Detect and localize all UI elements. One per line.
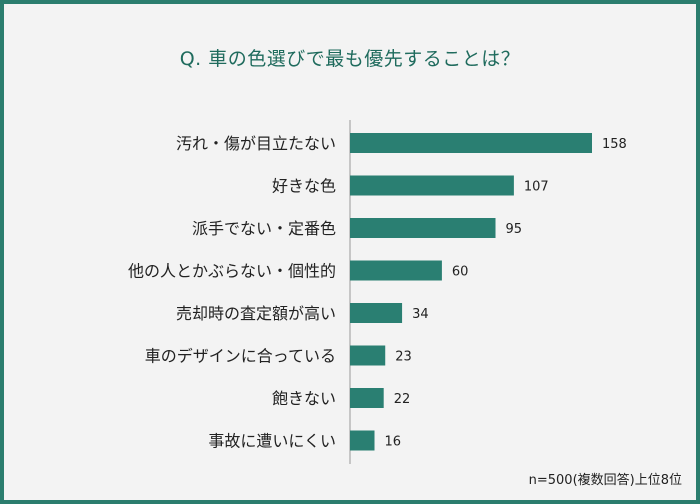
bar — [350, 430, 375, 451]
category-label: 飽きない — [272, 389, 336, 408]
value-label: 34 — [412, 307, 429, 322]
value-label: 158 — [602, 137, 627, 152]
bar — [350, 218, 496, 238]
chart-title: Q. 車の色選びで最も優先することは？ — [179, 48, 521, 70]
category-label: 他の人とかぶらない・個性的 — [128, 262, 336, 281]
bar — [350, 388, 384, 408]
category-label: 好きな色 — [272, 177, 336, 196]
bar — [350, 133, 592, 153]
bar — [350, 175, 514, 196]
bar — [350, 303, 403, 323]
value-label: 23 — [395, 350, 412, 365]
category-label: 汚れ・傷が目立たない — [176, 134, 336, 153]
category-label: 車のデザインに合っている — [145, 347, 336, 366]
bar — [350, 345, 386, 366]
bar — [350, 260, 442, 281]
value-label: 16 — [385, 435, 402, 450]
category-label: 事故に遭いにくい — [208, 432, 336, 451]
value-label: 22 — [394, 392, 411, 407]
category-label: 売却時の査定額が高い — [176, 304, 336, 323]
value-label: 95 — [506, 222, 523, 237]
value-label: 107 — [524, 180, 549, 195]
value-label: 60 — [452, 265, 469, 280]
sample-note: n=500(複数回答)上位8位 — [528, 473, 682, 488]
category-label: 派手でない・定番色 — [192, 219, 336, 238]
